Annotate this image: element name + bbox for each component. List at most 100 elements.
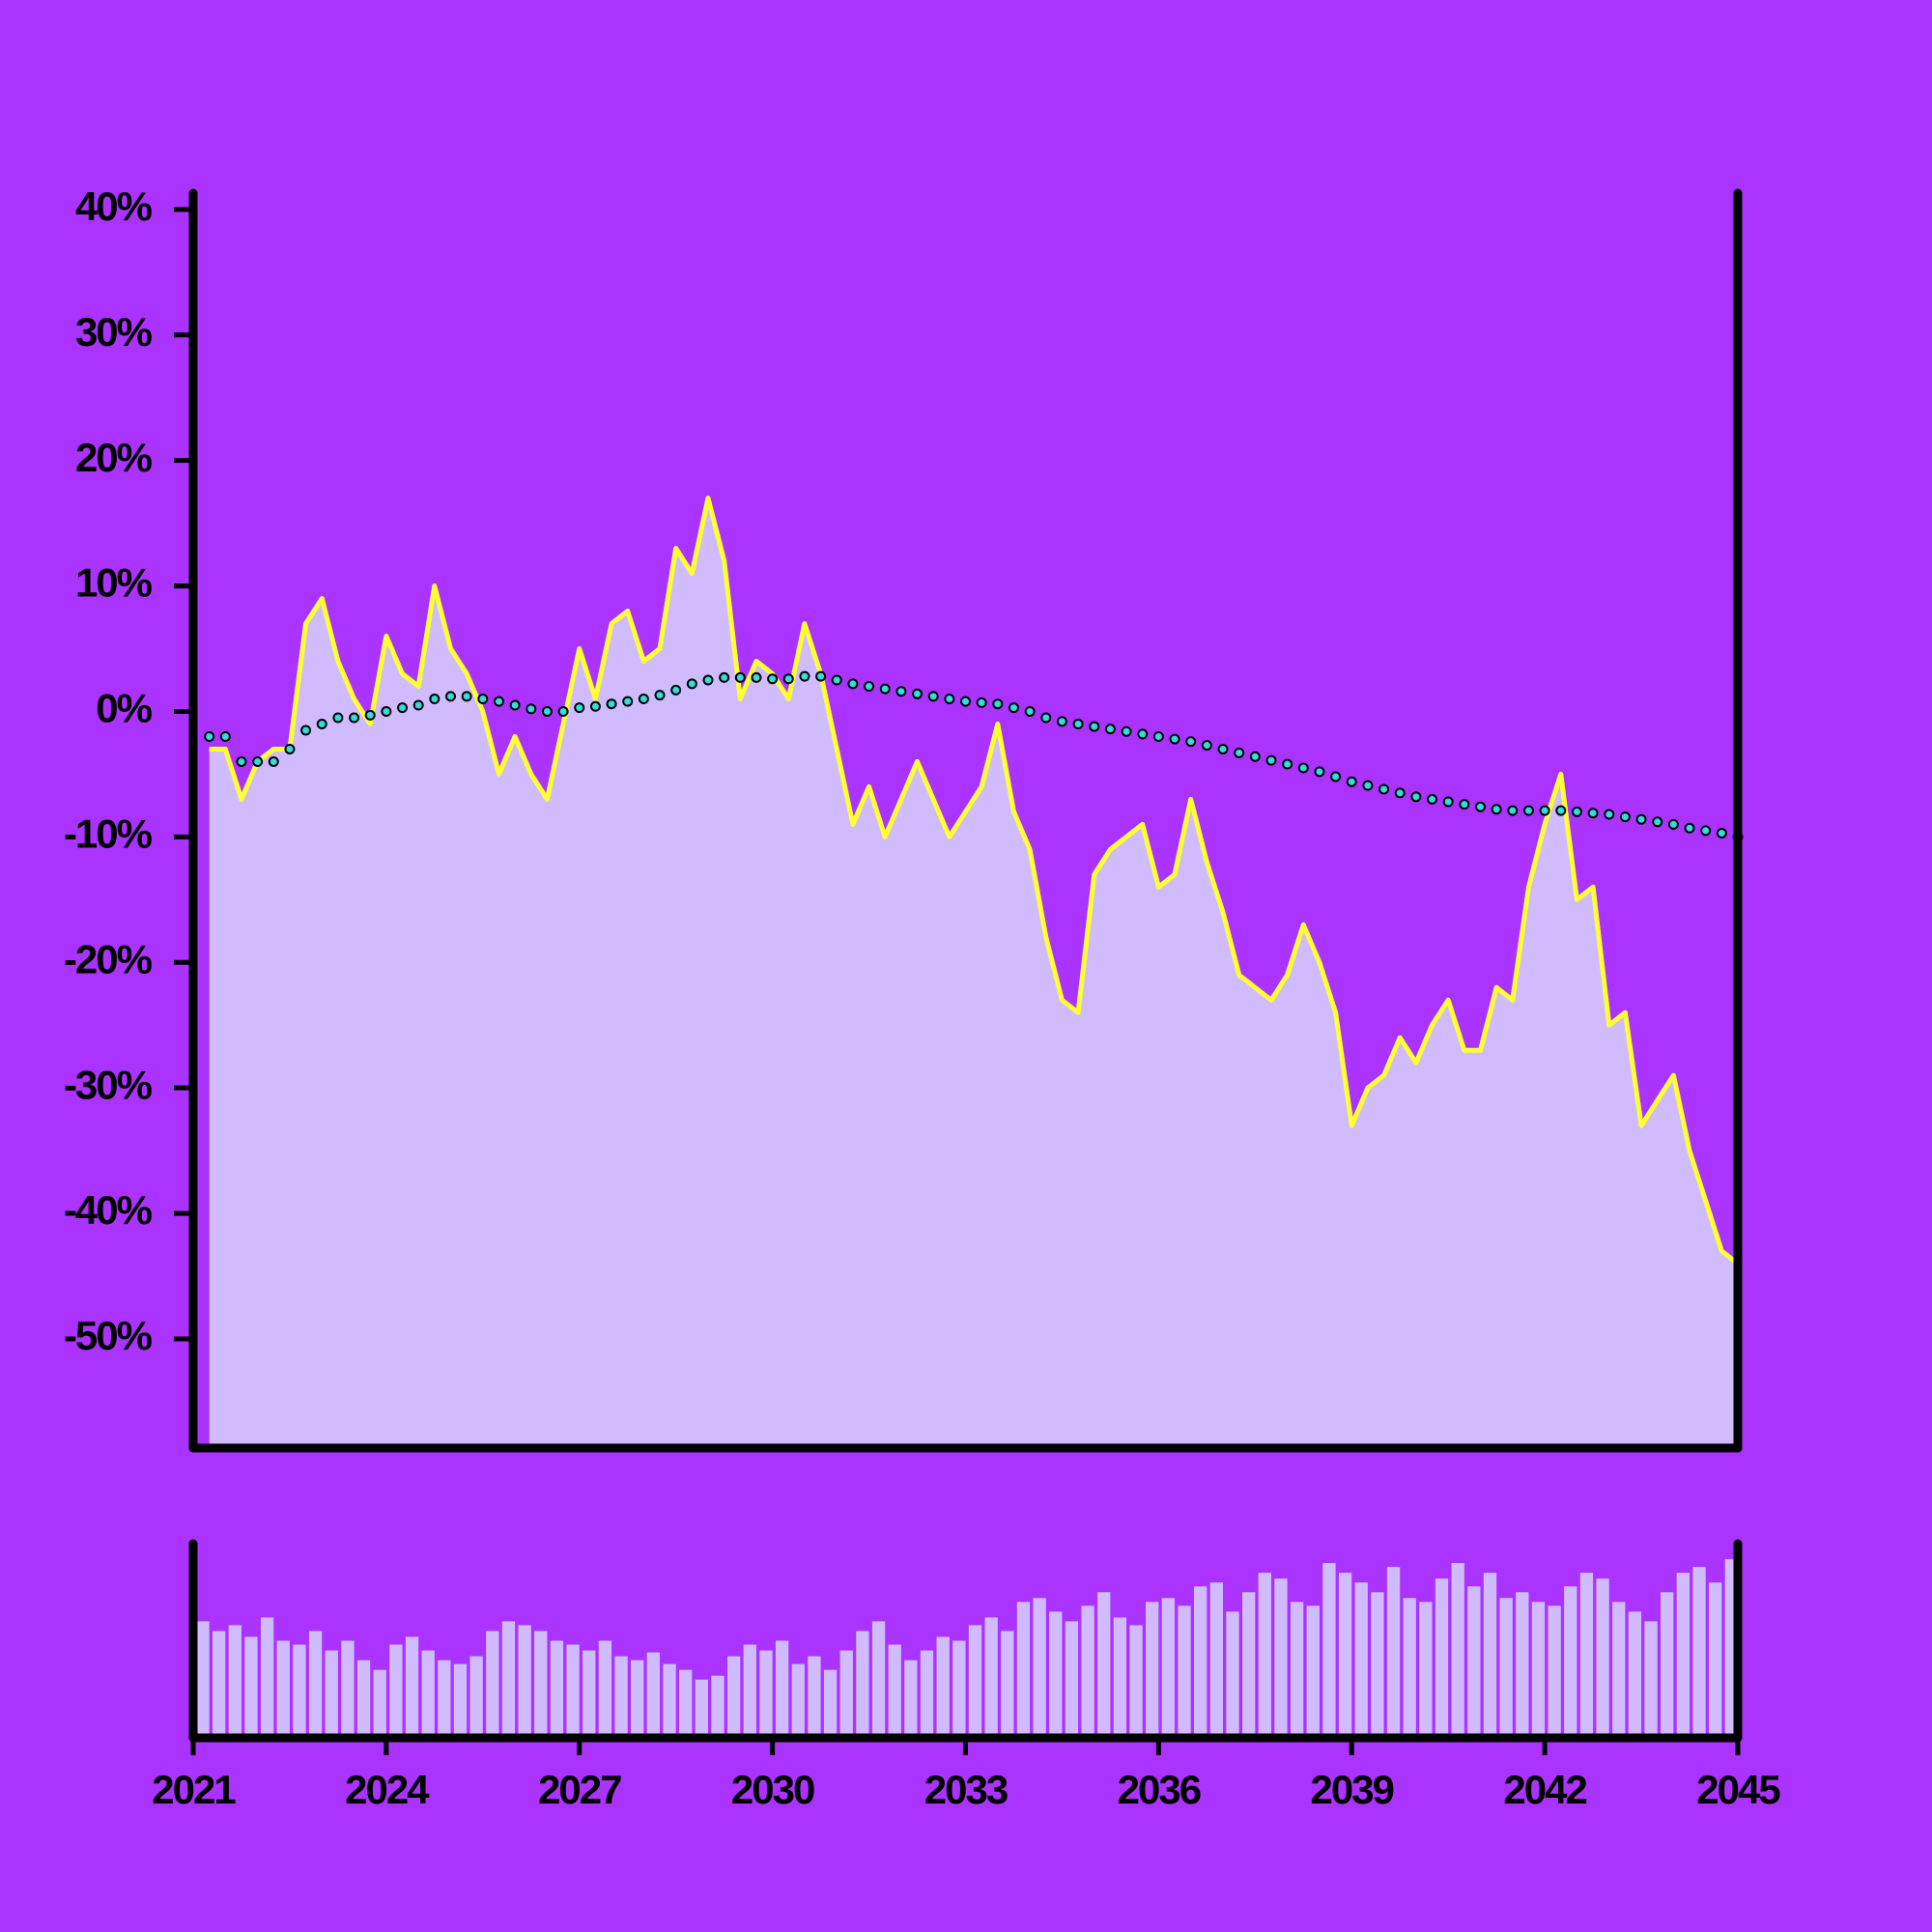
volume-bar: [1354, 1582, 1368, 1738]
moving-average-dot: [1330, 771, 1342, 782]
volume-bar: [984, 1617, 998, 1738]
volume-bar: [438, 1660, 451, 1738]
volume-bar: [598, 1640, 612, 1738]
volume-bar: [501, 1621, 516, 1738]
volume-bar: [631, 1660, 644, 1738]
y-tick-label: -10%: [64, 810, 153, 856]
moving-average-dot: [1587, 808, 1599, 819]
moving-average-dot: [719, 671, 730, 683]
volume-bar: [1467, 1586, 1481, 1738]
moving-average-dot: [622, 696, 634, 707]
volume-bar: [1451, 1563, 1464, 1738]
volume-bar: [1049, 1611, 1063, 1738]
area: [209, 497, 1739, 1448]
moving-average-dot: [992, 698, 1004, 710]
moving-average-dot: [1459, 799, 1470, 810]
moving-average-dot: [252, 755, 264, 767]
moving-average-dot: [316, 718, 327, 729]
moving-average-dot: [1539, 805, 1550, 816]
volume-bar: [550, 1640, 564, 1738]
volume-bar: [1435, 1578, 1449, 1738]
volume-bar: [389, 1644, 403, 1738]
moving-average-dot: [1169, 733, 1180, 745]
moving-average-dot: [1121, 725, 1132, 737]
volume-bar: [1612, 1602, 1626, 1738]
moving-average-dot: [1185, 736, 1197, 748]
volume-bar: [308, 1631, 323, 1738]
volume-bar: [1371, 1592, 1384, 1738]
moving-average-dot: [412, 699, 424, 711]
moving-average-dot: [477, 693, 489, 704]
moving-average-dot: [1522, 805, 1534, 816]
volume-bar: [341, 1640, 355, 1738]
volume-bar: [566, 1644, 580, 1738]
volume-bar: [1499, 1598, 1513, 1738]
moving-average-dot: [606, 698, 617, 710]
volume-bar: [952, 1640, 966, 1738]
volume-bar: [356, 1660, 371, 1738]
volume-bar: [212, 1631, 226, 1738]
moving-average-dot: [574, 702, 585, 714]
volume-bar: [1161, 1598, 1176, 1738]
moving-average-dot: [526, 703, 537, 715]
moving-average-dot: [1619, 811, 1631, 823]
volume-bar: [1644, 1621, 1658, 1738]
moving-average-dot: [284, 743, 296, 754]
y-tick-label: 20%: [75, 435, 153, 480]
moving-average-dot: [332, 712, 344, 724]
moving-average-dot: [912, 688, 923, 699]
moving-average-dot: [557, 705, 569, 717]
moving-average-dot: [638, 693, 649, 704]
moving-average-dot: [1652, 816, 1663, 828]
moving-average-dot: [960, 696, 971, 707]
moving-average-dot: [1314, 766, 1325, 778]
volume-bar: [1194, 1586, 1208, 1738]
moving-average-dot: [847, 678, 859, 690]
y-tick-label: -50%: [64, 1313, 153, 1358]
volume-bar: [1113, 1617, 1127, 1738]
volume-bar: [1386, 1567, 1401, 1738]
volume-bar: [1274, 1578, 1288, 1738]
volume-bar: [1531, 1602, 1546, 1738]
volume-bar: [920, 1650, 934, 1738]
moving-average-dot: [1040, 712, 1052, 724]
moving-average-dot: [429, 693, 440, 704]
volume-bar: [1548, 1605, 1561, 1738]
moving-average-dot: [1507, 805, 1519, 816]
moving-average-dot: [1442, 796, 1454, 808]
moving-average-dot: [1234, 747, 1245, 758]
x-tick-label: 2021: [152, 1767, 236, 1812]
volume-bar: [1628, 1611, 1642, 1738]
volume-bar: [968, 1625, 982, 1738]
moving-average-dot: [670, 684, 682, 696]
volume-bar: [1322, 1563, 1336, 1738]
moving-average-dot: [204, 730, 215, 742]
volume-panel: 2021 2024 2027 2030 2033 2036 2039 2042 2045: [152, 1539, 1782, 1812]
moving-average-dot: [686, 678, 697, 690]
moving-average-dot: [1684, 822, 1695, 834]
moving-average-dot: [349, 712, 360, 724]
volume-bar: [325, 1650, 338, 1738]
volume-bar: [1290, 1602, 1304, 1738]
y-tick-label: -40%: [64, 1187, 153, 1233]
moving-average-dot: [1072, 718, 1084, 729]
moving-average-dot: [1475, 801, 1486, 812]
volume-bar: [646, 1652, 661, 1738]
moving-average-dot: [589, 700, 601, 712]
x-tick-label: 2042: [1503, 1767, 1586, 1812]
moving-average-dot: [509, 699, 521, 711]
moving-average-dot: [364, 709, 376, 721]
volume-bar: [453, 1663, 468, 1738]
moving-average-dot: [1217, 743, 1229, 754]
moving-average-dot: [895, 686, 907, 697]
moving-average-dot: [1201, 740, 1212, 752]
volume-bar: [1596, 1578, 1609, 1738]
moving-average-dot: [831, 674, 842, 686]
moving-average-dot: [397, 702, 409, 714]
moving-average-dot: [1008, 702, 1019, 714]
moving-average-dot: [1282, 758, 1293, 770]
moving-average-dot: [879, 683, 891, 695]
volume-bar: [1226, 1611, 1239, 1738]
moving-average-dot: [219, 730, 231, 742]
